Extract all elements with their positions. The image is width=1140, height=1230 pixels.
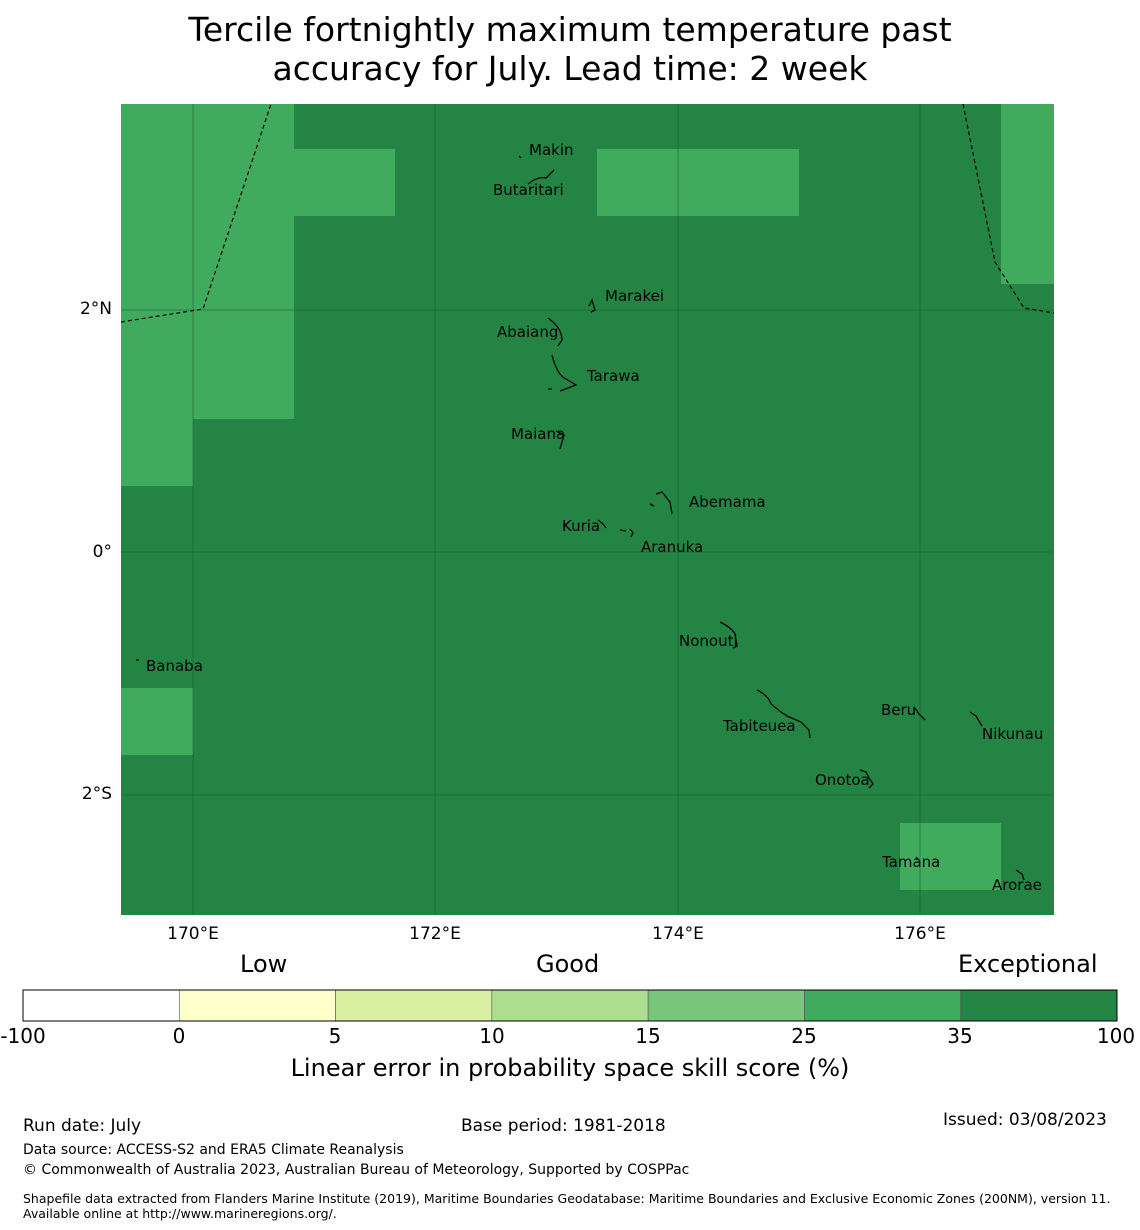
colorbar-label: Linear error in probability space skill … (290, 1054, 850, 1082)
cb-tick-1: 0 (172, 1024, 186, 1048)
colorbar (22, 989, 1118, 1022)
cell-se (900, 823, 1001, 890)
cb-tick-0: -100 (0, 1024, 46, 1048)
label-tabiteuea: Tabiteuea (723, 717, 796, 735)
label-banaba: Banaba (146, 657, 203, 675)
cell-n-center (597, 149, 799, 216)
run-date: Run date: July (23, 1116, 142, 1136)
legend-category-good: Good (536, 950, 600, 978)
graticule (121, 104, 1054, 915)
legend-category-exceptional: Exceptional (958, 950, 1098, 978)
cb-tick-7: 100 (1096, 1024, 1136, 1048)
data-source: Data source: ACCESS-S2 and ERA5 Climate … (23, 1142, 404, 1158)
label-beru: Beru (881, 701, 917, 719)
x-tick-170e: 170°E (167, 924, 219, 944)
cb-tick-2: 5 (328, 1024, 342, 1048)
colorbar-bin-4 (647, 989, 805, 1022)
issued-date: Issued: 03/08/2023 (943, 1110, 1107, 1130)
cell-w (121, 688, 193, 755)
y-tick-2s: 2°S (81, 784, 112, 804)
label-tamana: Tamana (882, 853, 941, 871)
label-kuria: Kuria (562, 517, 601, 535)
map-title: Tercile fortnightly maximum temperature … (0, 10, 1140, 88)
colorbar-bin-0 (22, 989, 180, 1022)
label-onotoa: Onotoa (815, 771, 870, 789)
shapefile-credit: Shapefile data extracted from Flanders M… (23, 1191, 1111, 1221)
label-makin: Makin (529, 141, 574, 159)
colorbar-bin-2 (335, 989, 493, 1022)
label-abaiang: Abaiang (497, 323, 559, 341)
label-tarawa: Tarawa (587, 367, 640, 385)
copyright: © Commonwealth of Australia 2023, Austra… (23, 1162, 690, 1178)
colorbar-bin-5 (804, 989, 962, 1022)
cb-tick-3: 10 (479, 1024, 505, 1048)
title-line-2: accuracy for July. Lead time: 2 week (272, 49, 868, 88)
cell-nw-1 (121, 104, 294, 419)
x-tick-172e: 172°E (409, 924, 461, 944)
cell-nw-3 (294, 149, 395, 216)
colorbar-bin-6 (960, 989, 1118, 1022)
base-period: Base period: 1981-2018 (461, 1116, 666, 1136)
colorbar-bin-3 (491, 989, 649, 1022)
label-marakei: Marakei (605, 287, 665, 305)
cell-nw-2 (121, 419, 193, 486)
label-abemama: Abemama (689, 493, 766, 511)
label-butaritari: Butaritari (493, 181, 564, 199)
island-outlines (136, 155, 1025, 881)
y-tick-2n: 2°N (79, 299, 112, 319)
cb-tick-4: 15 (635, 1024, 661, 1048)
cell-ne (1001, 104, 1054, 284)
x-tick-176e: 176°E (894, 924, 946, 944)
colorbar-bin-1 (178, 989, 336, 1022)
label-arorae: Arorae (992, 876, 1042, 894)
eez-boundaries (120, 103, 1055, 323)
cb-tick-6: 35 (947, 1024, 973, 1048)
label-maiana: Maiana (511, 425, 566, 443)
label-nikunau: Nikunau (982, 725, 1044, 743)
x-tick-174e: 174°E (652, 924, 704, 944)
high-skill-cells (121, 104, 1054, 890)
label-nonouti: Nonouti (679, 632, 738, 650)
cb-tick-5: 25 (791, 1024, 817, 1048)
legend-category-low: Low (240, 950, 288, 978)
y-tick-0: 0° (92, 542, 112, 562)
label-aranuka: Aranuka (641, 538, 704, 556)
title-line-1: Tercile fortnightly maximum temperature … (188, 10, 952, 49)
